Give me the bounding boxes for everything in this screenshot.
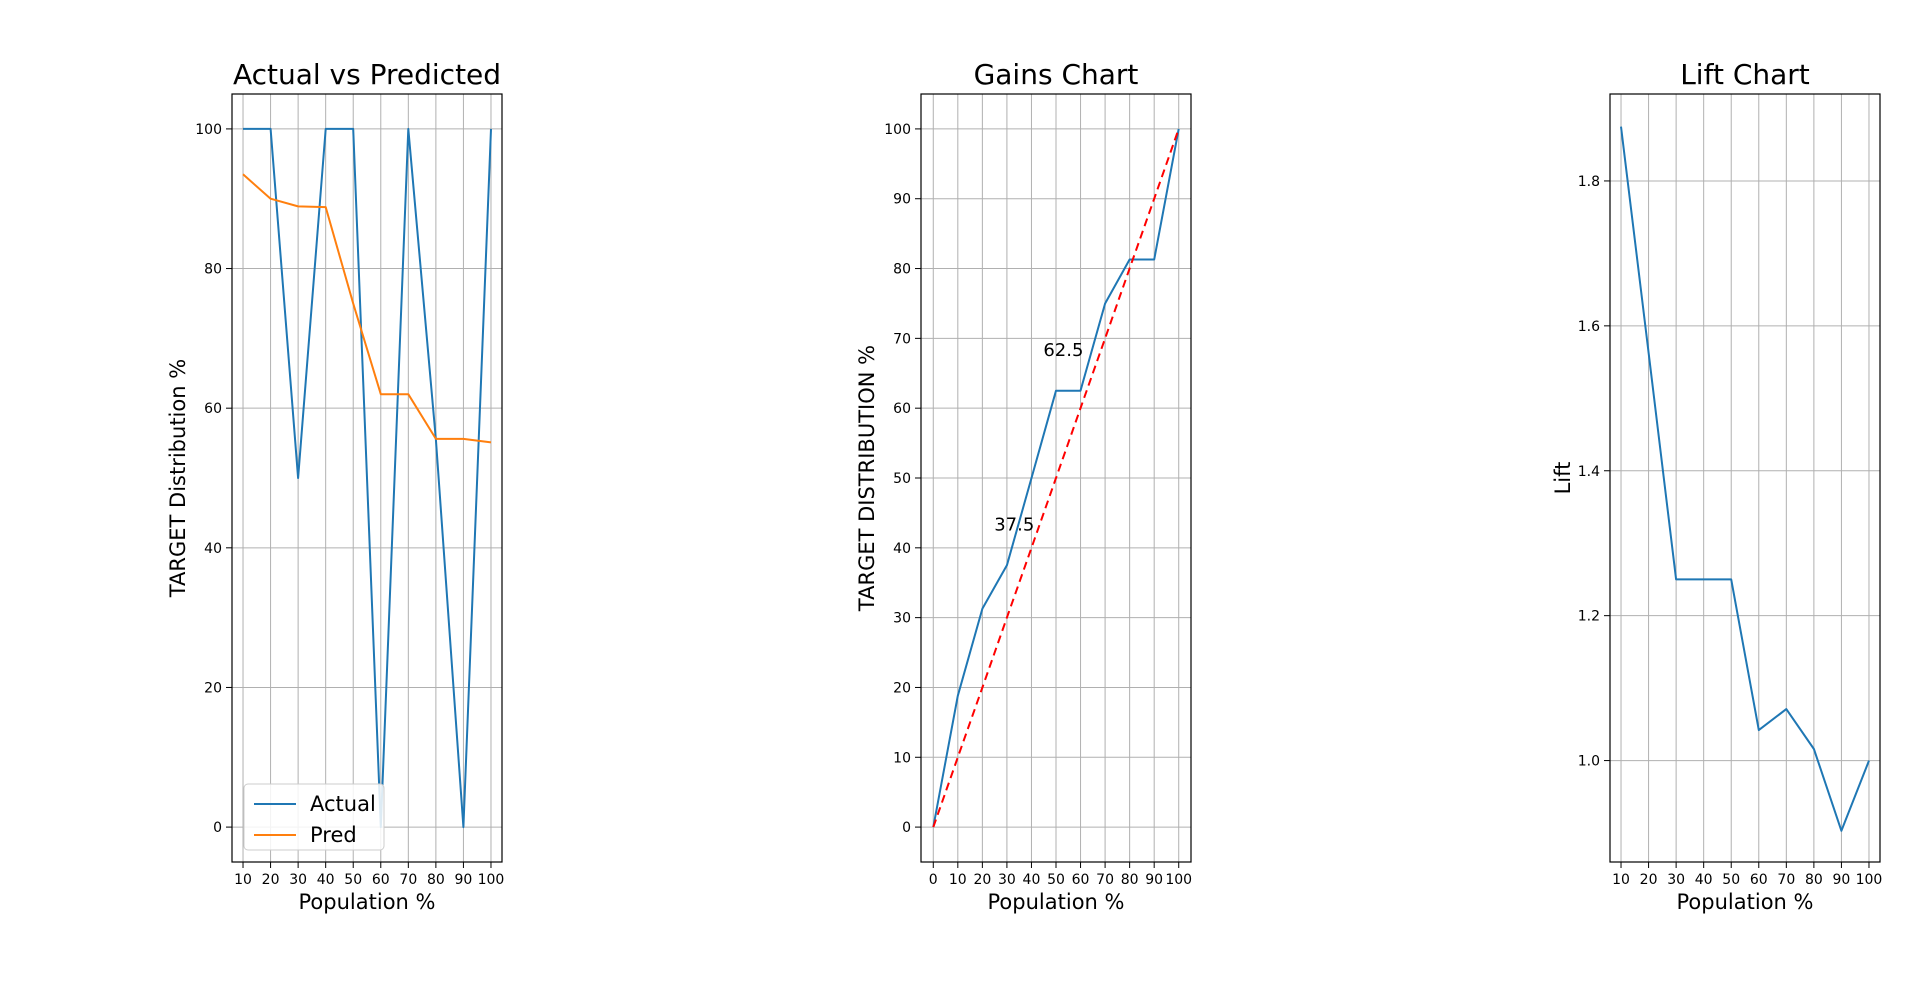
- x-tick-label: 20: [262, 872, 280, 888]
- x-tick-label: 30: [1667, 872, 1685, 888]
- x-tick-label: 60: [1750, 872, 1768, 888]
- x-tick-label: 100: [1165, 872, 1192, 888]
- y-tick-label: 0: [213, 820, 222, 836]
- x-tick-label: 80: [427, 872, 445, 888]
- legend-entry-actual: Actual: [310, 792, 376, 816]
- y-axis-label: Lift: [1551, 462, 1575, 495]
- x-tick-label: 50: [1722, 872, 1740, 888]
- legend: Actual Pred: [243, 783, 385, 851]
- y-tick-label: 80: [204, 262, 222, 278]
- y-tick-label: 50: [893, 471, 911, 487]
- x-tick-label: 100: [478, 872, 505, 888]
- y-tick-label: 20: [204, 680, 222, 696]
- legend-entry-pred: Pred: [310, 823, 357, 847]
- y-tick-label: 20: [893, 680, 911, 696]
- x-tick-label: 40: [1023, 872, 1041, 888]
- x-tick-label: 90: [1145, 872, 1163, 888]
- annotation-label: 62.5: [1043, 340, 1083, 361]
- chart-title: Lift Chart: [1680, 58, 1810, 91]
- chart-title: Gains Chart: [974, 58, 1139, 91]
- series-line-pred: [242, 173, 492, 444]
- x-tick-label: 10: [1612, 872, 1630, 888]
- plot-frame: [1609, 93, 1881, 863]
- x-tick-label: 30: [998, 872, 1016, 888]
- x-tick-label: 40: [1695, 872, 1713, 888]
- annotation-label: 37.5: [994, 514, 1034, 535]
- y-tick-label: 80: [893, 262, 911, 278]
- x-tick-label: 60: [372, 872, 390, 888]
- x-tick-label: 0: [929, 872, 938, 888]
- y-tick-label: 10: [893, 750, 911, 766]
- y-tick-label: 1.6: [1578, 319, 1600, 335]
- x-tick-label: 20: [973, 872, 991, 888]
- x-tick-label: 80: [1805, 872, 1823, 888]
- x-tick-label: 50: [1047, 872, 1065, 888]
- chart-2: 0 10 20 30 40 50 60 70 80 90 100010203040506070809…: [855, 58, 1192, 914]
- chart-1: 10 20 30 40 50 60 70 80 90 100 0 20 40 60 80 100 Actual …: [166, 58, 504, 914]
- y-tick-label: 1.8: [1578, 174, 1600, 190]
- x-tick-label: 10: [949, 872, 967, 888]
- y-tick-label: 1.4: [1578, 464, 1600, 480]
- y-tick-label: 30: [893, 611, 911, 627]
- series-line-actual: [243, 127, 492, 829]
- x-axis-label: Population %: [1677, 890, 1814, 914]
- x-tick-label: 20: [1640, 872, 1658, 888]
- series-line-baseline: [932, 128, 1180, 828]
- y-tick-label: 40: [204, 541, 222, 557]
- chart-3: 10 20 30 40 50 60 70 80 90 100 1.0 1.2 1.4 1.6 1.8 Lift…: [1551, 58, 1882, 914]
- plot-frame: [231, 93, 503, 863]
- y-tick-label: 100: [884, 122, 911, 138]
- y-tick-label: 1.0: [1578, 754, 1600, 770]
- x-tick-label: 10: [234, 872, 252, 888]
- x-tick-label: 40: [317, 872, 335, 888]
- legend-box: [243, 783, 385, 851]
- y-tick-label: 60: [204, 401, 222, 417]
- y-tick-label: 0: [902, 820, 911, 836]
- x-tick-label: 70: [1777, 872, 1795, 888]
- x-tick-label: 50: [344, 872, 362, 888]
- y-tick-label: 1.2: [1578, 609, 1600, 625]
- y-tick-label: 100: [195, 122, 222, 138]
- x-axis-label: Population %: [299, 890, 436, 914]
- y-tick-label: 60: [893, 401, 911, 417]
- x-tick-label: 100: [1856, 872, 1883, 888]
- y-axis-label: TARGET DISTRIBUTION %: [855, 345, 879, 612]
- series-line-gains: [1620, 126, 1870, 832]
- x-tick-label: 70: [399, 872, 417, 888]
- x-axis-label: Population %: [988, 890, 1125, 914]
- x-tick-label: 80: [1121, 872, 1139, 888]
- y-axis-label: TARGET Distribution %: [166, 359, 190, 598]
- y-tick-label: 90: [893, 192, 911, 208]
- x-tick-label: 90: [455, 872, 473, 888]
- chart-title: Actual vs Predicted: [233, 58, 501, 91]
- y-tick-label: 40: [893, 541, 911, 557]
- x-tick-label: 60: [1072, 872, 1090, 888]
- x-tick-label: 30: [289, 872, 307, 888]
- series-line-gains: [932, 128, 1180, 828]
- x-tick-label: 90: [1833, 872, 1851, 888]
- y-tick-label: 70: [893, 331, 911, 347]
- x-tick-label: 70: [1096, 872, 1114, 888]
- plot-frame: [920, 93, 1192, 863]
